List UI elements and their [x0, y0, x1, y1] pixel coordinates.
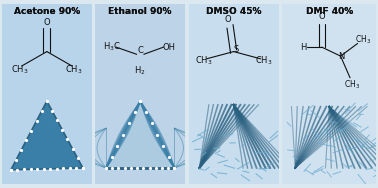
- Text: OH: OH: [163, 42, 175, 52]
- Text: CH$_3$: CH$_3$: [65, 63, 83, 76]
- Text: O: O: [43, 18, 50, 27]
- Text: O: O: [225, 15, 231, 24]
- FancyBboxPatch shape: [186, 0, 281, 188]
- FancyBboxPatch shape: [0, 0, 94, 188]
- Text: DMF 40%: DMF 40%: [305, 7, 353, 16]
- Text: C: C: [137, 46, 143, 55]
- Text: H$_3$C: H$_3$C: [102, 41, 120, 53]
- Text: CH$_3$: CH$_3$: [344, 79, 360, 91]
- Text: CH$_3$: CH$_3$: [11, 63, 29, 76]
- Text: DMSO 45%: DMSO 45%: [206, 7, 261, 16]
- Text: Ethanol 90%: Ethanol 90%: [108, 7, 172, 16]
- Text: Acetone 90%: Acetone 90%: [14, 7, 80, 16]
- Polygon shape: [106, 101, 174, 168]
- Text: S: S: [234, 45, 239, 54]
- Text: H: H: [301, 42, 307, 52]
- Text: CH$_3$: CH$_3$: [254, 54, 272, 67]
- Text: H$_2$: H$_2$: [135, 64, 146, 77]
- Text: Acetone 90%: Acetone 90%: [14, 7, 80, 16]
- Text: N: N: [338, 52, 345, 61]
- Text: O: O: [318, 12, 325, 21]
- Text: DMF 40%: DMF 40%: [305, 7, 353, 16]
- Text: Ethanol 90%: Ethanol 90%: [108, 7, 172, 16]
- FancyBboxPatch shape: [93, 0, 188, 188]
- FancyBboxPatch shape: [279, 0, 378, 188]
- Text: CH$_3$: CH$_3$: [195, 54, 213, 67]
- Text: DMSO 45%: DMSO 45%: [206, 7, 261, 16]
- Text: CH$_3$: CH$_3$: [355, 34, 371, 46]
- Polygon shape: [11, 101, 83, 170]
